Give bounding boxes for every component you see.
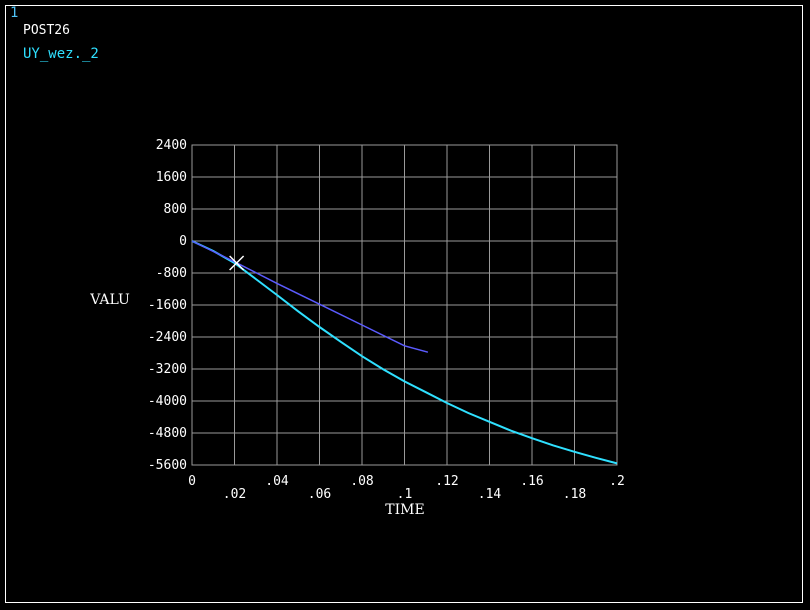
label-layer: 0 .02 .04 .06 .08 .1 .12 .14 .16 .18 .2 2400 1600 800… — [148, 138, 625, 502]
y-tick-label: 800 — [164, 202, 187, 217]
x-tick-label: .16 — [520, 474, 543, 489]
y-tick-label: 2400 — [156, 138, 187, 153]
y-tick-label: 0 — [179, 234, 187, 249]
y-tick-label: -800 — [156, 266, 187, 281]
series-label: UY_wez._2 — [23, 46, 99, 62]
x-tick-label: .14 — [478, 487, 502, 502]
y-tick-label: -1600 — [148, 298, 187, 313]
y-axis-title: VALU — [89, 292, 130, 308]
plot-border — [191, 144, 618, 466]
x-tick-label: .2 — [609, 474, 625, 489]
y-tick-label: -4800 — [148, 426, 187, 441]
x-tick-label: .18 — [563, 487, 586, 502]
y-tick-label: -3200 — [148, 362, 187, 377]
marker-layer — [229, 255, 245, 271]
graphics-window-frame — [5, 5, 803, 603]
post-processor-label: POST26 — [23, 23, 70, 38]
x-tick-label: .1 — [397, 487, 413, 502]
x-tick-label: .12 — [435, 474, 458, 489]
x-axis-title: TIME — [385, 502, 424, 518]
series-line-1 — [191, 240, 618, 465]
y-tick-label: 1600 — [156, 170, 187, 185]
y-tick-label: -4000 — [148, 394, 187, 409]
x-tick-label: .04 — [265, 474, 289, 489]
grid-layer — [191, 144, 618, 466]
y-tick-label: -5600 — [148, 458, 187, 473]
marker-stroke — [229, 255, 245, 271]
x-tick-label: .02 — [223, 487, 246, 502]
window-number: 1 — [10, 5, 19, 21]
x-tick-label: .08 — [350, 474, 373, 489]
series-line-2 — [191, 240, 429, 353]
y-tick-label: -2400 — [148, 330, 187, 345]
x-tick-label: 0 — [188, 474, 196, 489]
x-tick-label: .06 — [308, 487, 331, 502]
